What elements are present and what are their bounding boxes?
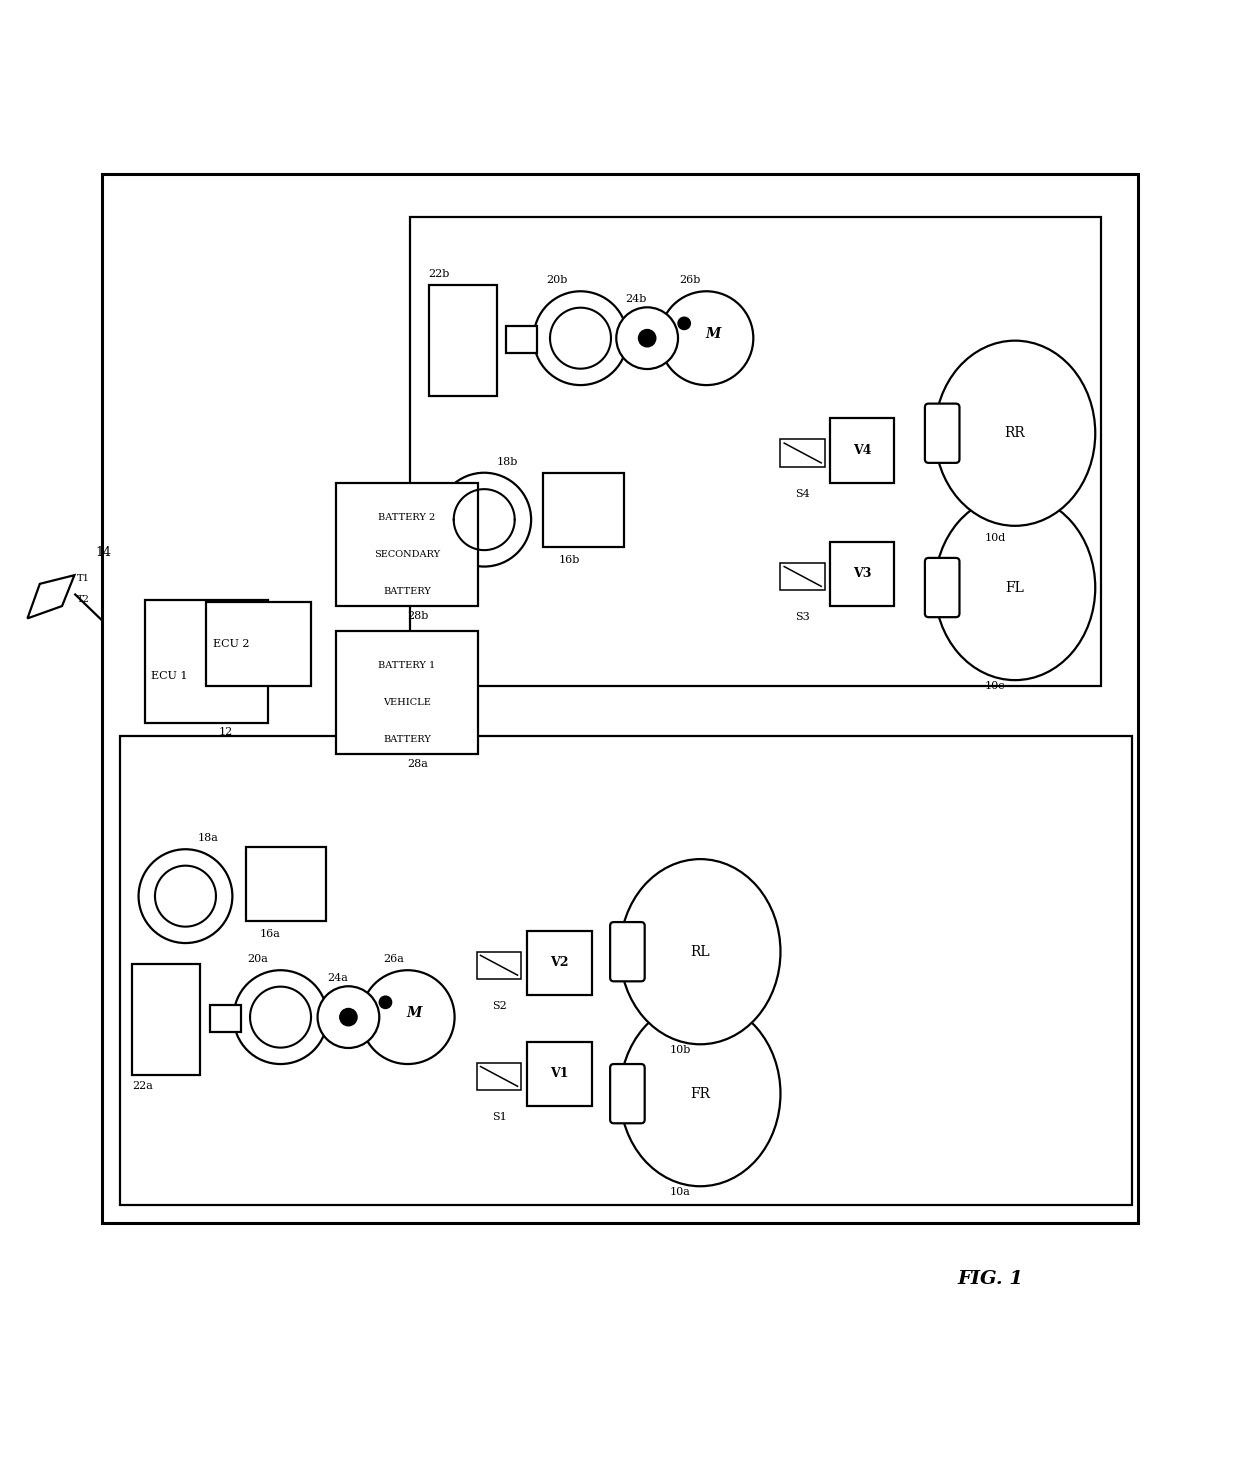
Bar xyxy=(477,951,521,979)
FancyBboxPatch shape xyxy=(610,1064,645,1123)
Text: RR: RR xyxy=(1004,426,1025,441)
Bar xyxy=(210,1005,241,1032)
Text: 16a: 16a xyxy=(259,929,280,940)
Circle shape xyxy=(317,986,379,1048)
Bar xyxy=(133,964,201,1075)
Bar xyxy=(830,419,894,483)
Bar xyxy=(336,630,479,754)
Bar xyxy=(780,563,825,589)
Circle shape xyxy=(233,970,327,1064)
Text: S2: S2 xyxy=(491,1001,506,1011)
Text: FR: FR xyxy=(691,1087,711,1100)
Bar xyxy=(543,473,624,547)
Ellipse shape xyxy=(935,340,1095,525)
Bar xyxy=(145,600,268,724)
Text: S1: S1 xyxy=(491,1112,506,1122)
Text: M: M xyxy=(407,1007,422,1020)
Bar xyxy=(506,325,537,353)
Text: FIG. 1: FIG. 1 xyxy=(957,1269,1023,1288)
Circle shape xyxy=(139,849,232,943)
Text: V2: V2 xyxy=(551,956,569,969)
Text: 22a: 22a xyxy=(133,1081,154,1091)
Text: V1: V1 xyxy=(551,1068,569,1081)
Text: BATTERY 1: BATTERY 1 xyxy=(378,661,435,670)
Circle shape xyxy=(361,970,455,1064)
Ellipse shape xyxy=(620,1001,780,1186)
Text: ECU 1: ECU 1 xyxy=(151,671,187,681)
Text: T2: T2 xyxy=(77,595,89,604)
Text: S4: S4 xyxy=(795,489,810,499)
Bar xyxy=(207,603,311,686)
Bar xyxy=(780,439,825,467)
Text: BATTERY: BATTERY xyxy=(383,735,432,744)
Text: 28a: 28a xyxy=(408,759,429,769)
Circle shape xyxy=(639,330,656,347)
Polygon shape xyxy=(27,575,74,619)
Text: 10d: 10d xyxy=(985,533,1006,543)
Text: BATTERY 2: BATTERY 2 xyxy=(378,512,435,522)
Text: V3: V3 xyxy=(853,568,872,581)
Text: 10c: 10c xyxy=(985,681,1004,692)
Bar xyxy=(429,285,496,397)
Text: ECU 2: ECU 2 xyxy=(212,639,249,649)
Ellipse shape xyxy=(935,495,1095,680)
Text: V4: V4 xyxy=(853,444,872,457)
Bar xyxy=(410,217,1101,686)
Text: 26b: 26b xyxy=(680,276,701,285)
Text: 20a: 20a xyxy=(247,954,268,964)
Circle shape xyxy=(340,1008,357,1026)
Text: M: M xyxy=(704,327,720,341)
FancyBboxPatch shape xyxy=(610,922,645,982)
Text: FL: FL xyxy=(1006,581,1024,594)
Bar xyxy=(102,174,1138,1223)
Bar xyxy=(336,483,479,605)
Text: 12: 12 xyxy=(218,727,233,737)
Text: 10a: 10a xyxy=(670,1188,691,1198)
Text: VEHICLE: VEHICLE xyxy=(383,697,432,706)
Text: 24b: 24b xyxy=(625,293,646,303)
FancyBboxPatch shape xyxy=(925,404,960,463)
Text: 18b: 18b xyxy=(496,457,518,467)
Text: 26a: 26a xyxy=(383,954,404,964)
Text: 16b: 16b xyxy=(558,556,579,566)
Circle shape xyxy=(379,996,392,1008)
Circle shape xyxy=(660,292,754,385)
Text: 10b: 10b xyxy=(670,1046,691,1055)
Bar xyxy=(830,541,894,605)
Text: 14: 14 xyxy=(95,546,112,559)
Text: 22b: 22b xyxy=(429,268,450,279)
Text: RL: RL xyxy=(691,944,711,959)
Circle shape xyxy=(438,473,531,566)
Text: T1: T1 xyxy=(77,575,89,584)
Text: 20b: 20b xyxy=(546,276,568,285)
Bar xyxy=(477,1062,521,1090)
Text: S3: S3 xyxy=(795,613,810,622)
Text: SECONDARY: SECONDARY xyxy=(374,550,440,559)
Text: 18a: 18a xyxy=(198,833,218,843)
Text: BATTERY: BATTERY xyxy=(383,587,432,595)
Bar xyxy=(120,735,1132,1205)
Bar xyxy=(527,1042,591,1106)
Text: 28b: 28b xyxy=(408,611,429,622)
Bar xyxy=(246,846,326,921)
Ellipse shape xyxy=(620,859,780,1045)
Circle shape xyxy=(616,308,678,369)
Circle shape xyxy=(678,317,691,330)
Bar xyxy=(527,931,591,995)
FancyBboxPatch shape xyxy=(925,557,960,617)
Circle shape xyxy=(533,292,627,385)
Text: 24a: 24a xyxy=(327,973,348,982)
